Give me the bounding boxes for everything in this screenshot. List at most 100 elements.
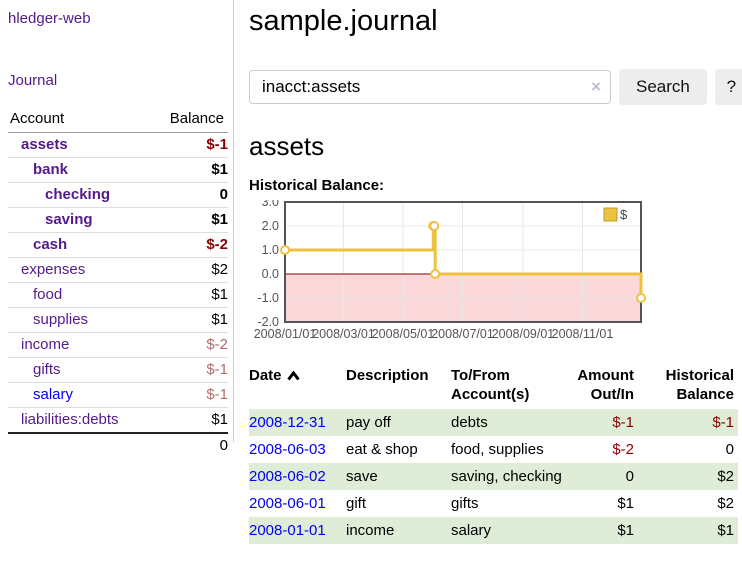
data-point-marker <box>429 221 440 231</box>
account-balance: $-2 <box>150 232 228 258</box>
transaction-date-link[interactable]: 2008-12-31 <box>249 414 326 431</box>
search-button[interactable]: Search <box>619 69 707 105</box>
sidebar-account-saving[interactable]: saving <box>45 211 93 228</box>
search-box: × <box>249 70 611 104</box>
transaction-amount: $1 <box>617 495 634 512</box>
sidebar-account-bank[interactable]: bank <box>33 161 69 178</box>
sort-by-date-button[interactable]: Date <box>249 366 300 385</box>
x-tick-label: 2008/05/01 <box>372 327 435 341</box>
accounts-total-row: 0 <box>8 432 228 458</box>
account-balance: $-2 <box>150 332 228 358</box>
main-content: sample.journal × Search ? assets Histori… <box>234 0 742 582</box>
data-point-marker <box>280 245 290 255</box>
y-tick-label: 3.0 <box>262 200 279 209</box>
sidebar-account-cash[interactable]: cash <box>33 236 68 253</box>
transaction-row: 2008-06-02 save saving, checking 0 $2 <box>249 463 738 490</box>
plot-border <box>284 201 642 323</box>
accounts-total-balance: 0 <box>150 432 228 458</box>
transaction-balance: $2 <box>717 495 734 512</box>
account-balance: $1 <box>150 282 228 308</box>
transaction-accounts: gifts <box>451 495 479 512</box>
transaction-description: gift <box>346 495 367 512</box>
x-tick-label: 2008/03/01 <box>312 327 375 341</box>
account-balance: $1 <box>150 307 228 333</box>
account-balance: $1 <box>150 207 228 233</box>
description-column-header: Description <box>346 367 429 384</box>
page-title: sample.journal <box>249 5 438 37</box>
sidebar-account-liabilities-debts[interactable]: liabilities:debts <box>21 411 119 428</box>
data-point-marker <box>636 293 646 303</box>
accounts-table-body: assets $-1 bank $1 checking 0 saving $1 cash $-2 e… <box>8 133 228 433</box>
transaction-amount: $-2 <box>612 441 634 458</box>
transaction-description: eat & shop <box>346 441 418 458</box>
app-title: hledger-web <box>8 10 233 28</box>
search-form: × Search ? <box>249 69 742 105</box>
account-row: cash $-2 <box>8 232 228 258</box>
account-heading: assets <box>249 131 325 161</box>
sidebar-account-checking[interactable]: checking <box>45 186 111 203</box>
sort-ascending-icon <box>286 370 300 380</box>
account-row: food $1 <box>8 282 228 308</box>
account-row: gifts $-1 <box>8 357 228 383</box>
transaction-row: 2008-01-01 income salary $1 $1 <box>249 517 738 544</box>
app-title-link[interactable]: hledger-web <box>8 10 91 27</box>
y-tick-label: -1.0 <box>257 291 279 305</box>
x-tick-label: 2008/07/01 <box>431 327 494 341</box>
transaction-balance: $2 <box>717 468 734 485</box>
historical-balance-chart: $3.0 2.0 1.0 0.0 -1.0 -2.02008/01/012008/03/0… <box>254 200 646 341</box>
transaction-date-link[interactable]: 2008-06-01 <box>249 495 326 512</box>
search-input[interactable] <box>249 70 611 104</box>
clear-search-icon[interactable]: × <box>591 77 601 96</box>
transaction-row: 2008-06-03 eat & shop food, supplies $-2 0 <box>249 436 738 463</box>
account-row: bank $1 <box>8 157 228 183</box>
chart-title: Historical Balance: <box>249 177 385 194</box>
sidebar: hledger-web Journal Account Balance asse… <box>0 0 234 458</box>
tofrom-column-header: To/From Account(s) <box>451 367 530 403</box>
y-tick-label: 0.0 <box>262 267 279 281</box>
transaction-date-link[interactable]: 2008-06-03 <box>249 441 326 458</box>
date-column-header: Date <box>249 367 282 384</box>
accounts-header-row: Account Balance <box>8 106 228 133</box>
account-row: liabilities:debts $1 <box>8 407 228 433</box>
legend-label: $ <box>620 207 628 222</box>
transaction-description: pay off <box>346 414 391 431</box>
account-balance: 0 <box>150 182 228 208</box>
account-balance: $1 <box>150 157 228 183</box>
transaction-balance: 0 <box>725 441 734 458</box>
sidebar-item-journal[interactable]: Journal <box>8 72 58 89</box>
transaction-date-link[interactable]: 2008-01-01 <box>249 522 326 539</box>
sidebar-account-gifts[interactable]: gifts <box>33 361 61 378</box>
amount-column-header: Amount Out/In <box>577 367 634 403</box>
transaction-balance: $1 <box>717 522 734 539</box>
sidebar-account-expenses[interactable]: expenses <box>21 261 86 278</box>
sidebar-account-salary[interactable]: salary <box>33 386 74 403</box>
account-row: salary $-1 <box>8 382 228 408</box>
sidebar-account-income[interactable]: income <box>21 336 70 353</box>
account-balance: $-1 <box>206 136 228 153</box>
accounts-header-balance: Balance <box>150 106 228 133</box>
transaction-amount: $1 <box>617 522 634 539</box>
transaction-accounts: salary <box>451 522 492 539</box>
sidebar-account-food[interactable]: food <box>33 286 63 303</box>
transaction-accounts: saving, checking <box>451 468 562 485</box>
x-tick-label: 2008/01/01 <box>254 327 317 341</box>
transaction-row: 2008-12-31 pay off debts $-1 $-1 <box>249 409 738 436</box>
accounts-table: Account Balance assets $-1 bank $1 checking 0… <box>8 106 228 458</box>
sidebar-account-supplies[interactable]: supplies <box>33 311 89 328</box>
account-row: assets $-1 <box>8 133 228 158</box>
transaction-date-link[interactable]: 2008-06-02 <box>249 468 326 485</box>
transactions-table-body: 2008-12-31 pay off debts $-1 $-1 2008-06-03 ea… <box>249 409 738 544</box>
transaction-description: income <box>346 522 395 539</box>
balance-column-header: Historical Balance <box>665 367 734 403</box>
sidebar-account-assets[interactable]: assets <box>21 136 68 153</box>
transaction-description: save <box>346 468 378 485</box>
account-row: expenses $2 <box>8 257 228 283</box>
transaction-amount: $-1 <box>612 414 634 431</box>
account-row: supplies $1 <box>8 307 228 333</box>
help-button[interactable]: ? <box>714 69 742 105</box>
transaction-accounts: debts <box>451 414 488 431</box>
transaction-balance: $-1 <box>712 414 734 431</box>
data-point-marker <box>430 269 441 279</box>
accounts-header-account: Account <box>8 106 151 133</box>
